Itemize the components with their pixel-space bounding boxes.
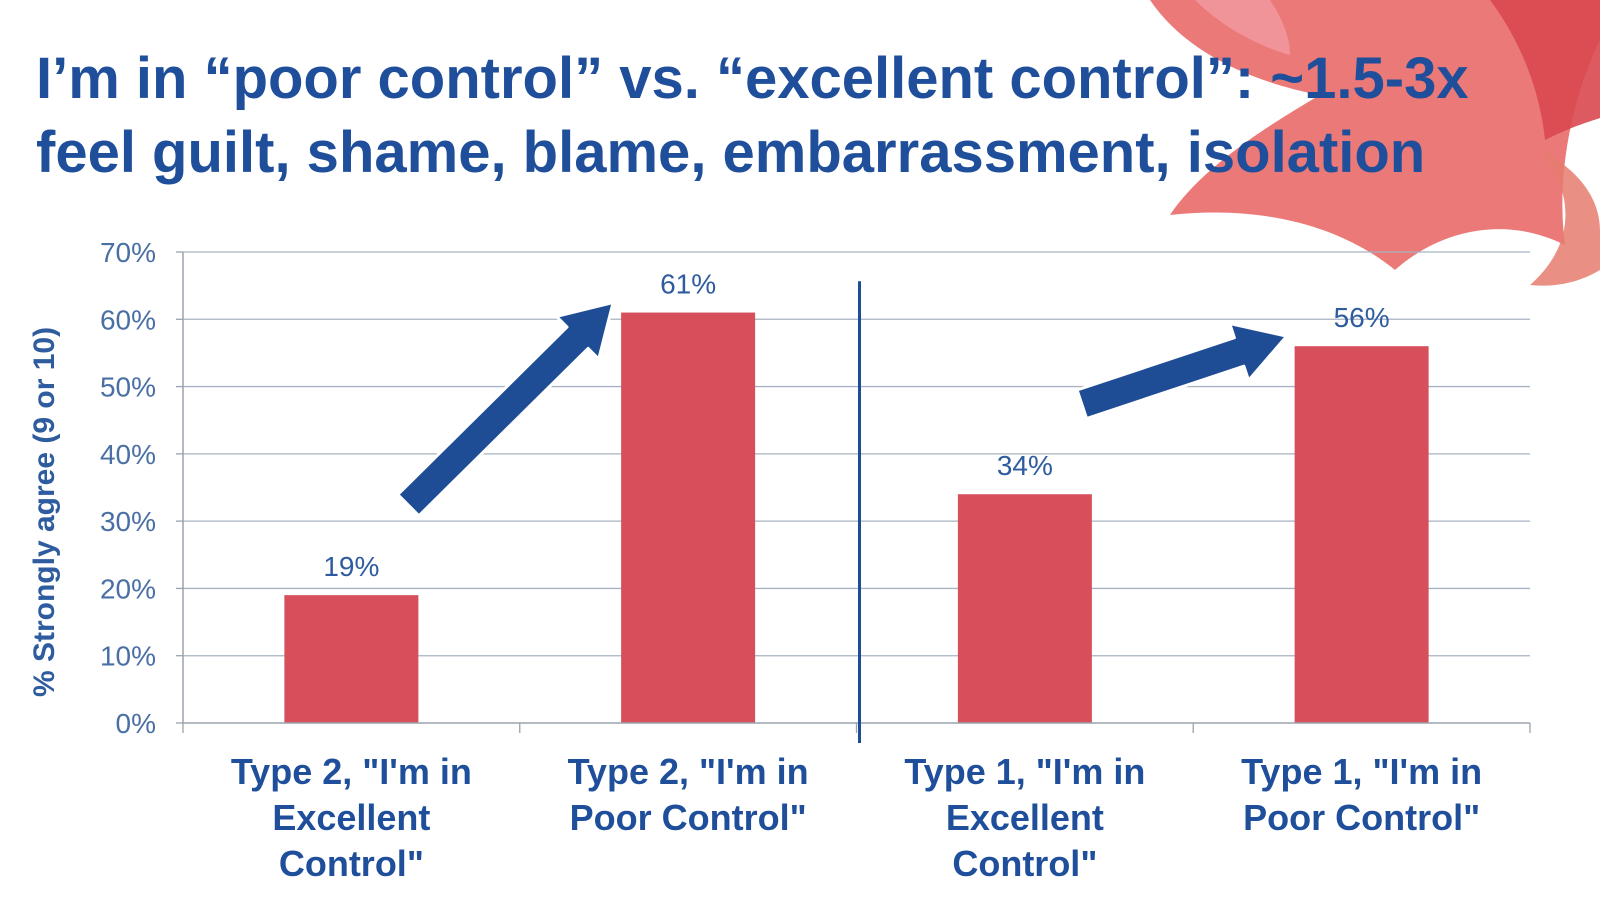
data-label: 19% xyxy=(323,551,379,582)
y-axis-ticks: 0% 10% 20% 30% 40% 50% 60% 70% xyxy=(100,237,183,739)
category-label: Type 2, "I'm in xyxy=(231,751,472,792)
y-tick-label: 10% xyxy=(100,641,156,672)
flower-petal-outer xyxy=(1490,0,1600,140)
bar xyxy=(957,494,1092,723)
y-tick-label: 20% xyxy=(100,573,156,604)
flower-petal-large xyxy=(1150,0,1600,270)
category-label: Control" xyxy=(279,843,424,884)
flower-petal-lower xyxy=(1530,150,1600,286)
trend-arrow-icon xyxy=(396,301,615,518)
y-tick-label: 0% xyxy=(116,708,156,739)
bar xyxy=(284,595,419,723)
category-label: Type 1, "I'm in xyxy=(1241,751,1482,792)
title-line-1: I’m in “poor control” vs. “excellent con… xyxy=(36,46,1469,111)
y-tick-label: 50% xyxy=(100,372,156,403)
trend-arrows xyxy=(396,301,1289,518)
y-axis-label: % Strongly agree (9 or 10) xyxy=(28,327,61,697)
x-axis xyxy=(182,252,1531,733)
data-label: 34% xyxy=(997,450,1053,481)
category-label: Excellent xyxy=(272,797,430,838)
data-label: 56% xyxy=(1334,302,1390,333)
flower-petal-pink xyxy=(1195,0,1290,55)
category-label: Type 2, "I'm in xyxy=(568,751,809,792)
category-label: Poor Control" xyxy=(1243,797,1480,838)
y-tick-label: 30% xyxy=(100,506,156,537)
y-tick-label: 60% xyxy=(100,304,156,335)
category-label: Excellent xyxy=(946,797,1104,838)
bar xyxy=(1294,346,1429,723)
data-labels: 19% 61% 34% 56% xyxy=(323,269,1389,583)
y-tick-label: 70% xyxy=(100,237,156,268)
category-label: Poor Control" xyxy=(570,797,807,838)
bars xyxy=(284,312,1429,723)
slide-title: I’m in “poor control” vs. “excellent con… xyxy=(36,42,1596,190)
title-line-2: feel guilt, shame, blame, embarrassment,… xyxy=(36,120,1426,185)
trend-arrow-icon xyxy=(1075,322,1289,420)
category-labels: Type 2, "I'm in Excellent Control" Type 2, … xyxy=(231,751,1482,884)
y-tick-label: 40% xyxy=(100,439,156,470)
bar xyxy=(621,312,756,723)
category-label: Control" xyxy=(952,843,1097,884)
category-label: Type 1, "I'm in xyxy=(904,751,1145,792)
data-label: 61% xyxy=(660,269,716,300)
